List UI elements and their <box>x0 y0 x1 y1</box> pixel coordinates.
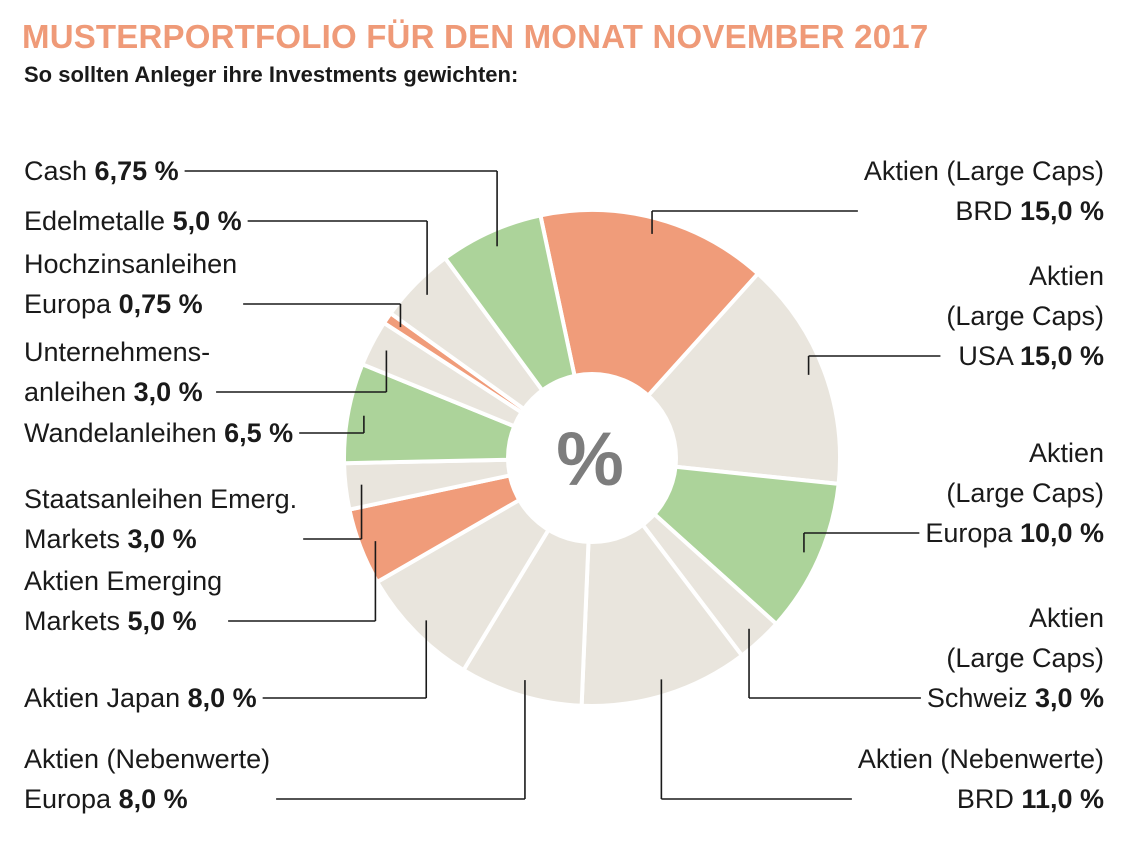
donut-hole <box>506 372 678 544</box>
slice-label: Hochzinsanleihen Europa 0,75 % <box>24 249 237 319</box>
slice-label-line: Aktien Japan <box>24 683 188 713</box>
slice-label-line: Markets <box>24 606 128 636</box>
slice-label: Aktien Japan 8,0 % <box>24 683 257 713</box>
slice-label: Unternehmens-anleihen 3,0 % <box>24 337 210 407</box>
slice-label: Aktien (Large Caps) USA 15,0 % <box>946 261 1104 371</box>
center-label: % <box>556 417 624 502</box>
slice-label-line: Edelmetalle <box>24 206 173 236</box>
slice-label-line: Aktien Emerging <box>24 566 222 596</box>
slice-label-line: Unternehmens- <box>24 337 210 367</box>
slice-label-line: Hochzinsanleihen <box>24 249 237 279</box>
slice-label-line: anleihen <box>24 377 134 407</box>
slice-label-line: (Large Caps) <box>946 478 1104 508</box>
slice-value: 5,0 % <box>173 206 242 236</box>
slice-value: 0,75 % <box>119 289 203 319</box>
chart-title: MUSTERPORTFOLIO FÜR DEN MONAT NOVEMBER 2… <box>22 18 929 55</box>
slice-label: Wandelanleihen 6,5 % <box>24 418 293 448</box>
slice-labels: Aktien (Large Caps) BRD 15,0 % Aktien (Larg… <box>24 156 1104 814</box>
slice-label: Cash 6,75 % <box>24 156 179 186</box>
slice-label-line: Aktien <box>1029 261 1104 291</box>
slice-value: 6,75 % <box>95 156 179 186</box>
slice-label: Edelmetalle 5,0 % <box>24 206 242 236</box>
slice-label-line: Schweiz <box>927 683 1035 713</box>
leader-lines <box>184 170 941 800</box>
slice-value: 15,0 % <box>1020 341 1104 371</box>
slice-label: Aktien Emerging Markets 5,0 % <box>24 566 222 636</box>
slice-value: 15,0 % <box>1020 196 1104 226</box>
slice-label: Staatsanleihen Emerg. Markets 3,0 % <box>24 484 297 554</box>
slice-value: 8,0 % <box>188 683 257 713</box>
slice-label-line: Cash <box>24 156 95 186</box>
slice-label-line: Aktien <box>1029 438 1104 468</box>
slice-label-line: Europa <box>24 784 119 814</box>
slice-label: Aktien (Nebenwerte) Europa 8,0 % <box>24 744 270 814</box>
slice-value: 10,0 % <box>1020 518 1104 548</box>
slice-label-line: Wandelanleihen <box>24 418 224 448</box>
slice-label-line: (Large Caps) <box>946 643 1104 673</box>
slice-label-line: BRD <box>957 784 1022 814</box>
slice-value: 5,0 % <box>128 606 197 636</box>
slice-value: 3,0 % <box>128 524 197 554</box>
slice-label-line: Aktien (Large Caps) <box>864 156 1104 186</box>
slice-value: 3,0 % <box>1035 683 1104 713</box>
slice-label: Aktien (Large Caps) Schweiz 3,0 % <box>927 603 1104 713</box>
slice-label-line: Markets <box>24 524 128 554</box>
slice-label-line: BRD <box>955 196 1020 226</box>
slice-value: 3,0 % <box>134 377 203 407</box>
slice-label-line: Aktien (Nebenwerte) <box>24 744 270 774</box>
slice-label: Aktien (Nebenwerte) BRD 11,0 % <box>858 744 1104 814</box>
slice-label: Aktien (Large Caps) BRD 15,0 % <box>864 156 1104 226</box>
slice-label-line: Europa <box>925 518 1020 548</box>
slice-value: 11,0 % <box>1021 784 1104 814</box>
slice-label-line: Staatsanleihen Emerg. <box>24 484 297 514</box>
slice-label-line: USA <box>958 341 1020 371</box>
slice-value: 6,5 % <box>224 418 293 448</box>
slice-label: Aktien (Large Caps) Europa 10,0 % <box>925 438 1104 548</box>
slice-label-line: Europa <box>24 289 119 319</box>
slice-label-line: Aktien <box>1029 603 1104 633</box>
slice-label-line: Aktien (Nebenwerte) <box>858 744 1104 774</box>
slice-label-line: (Large Caps) <box>946 301 1104 331</box>
chart-subtitle: So sollten Anleger ihre Investments gewi… <box>24 62 519 87</box>
slice-value: 8,0 % <box>119 784 188 814</box>
